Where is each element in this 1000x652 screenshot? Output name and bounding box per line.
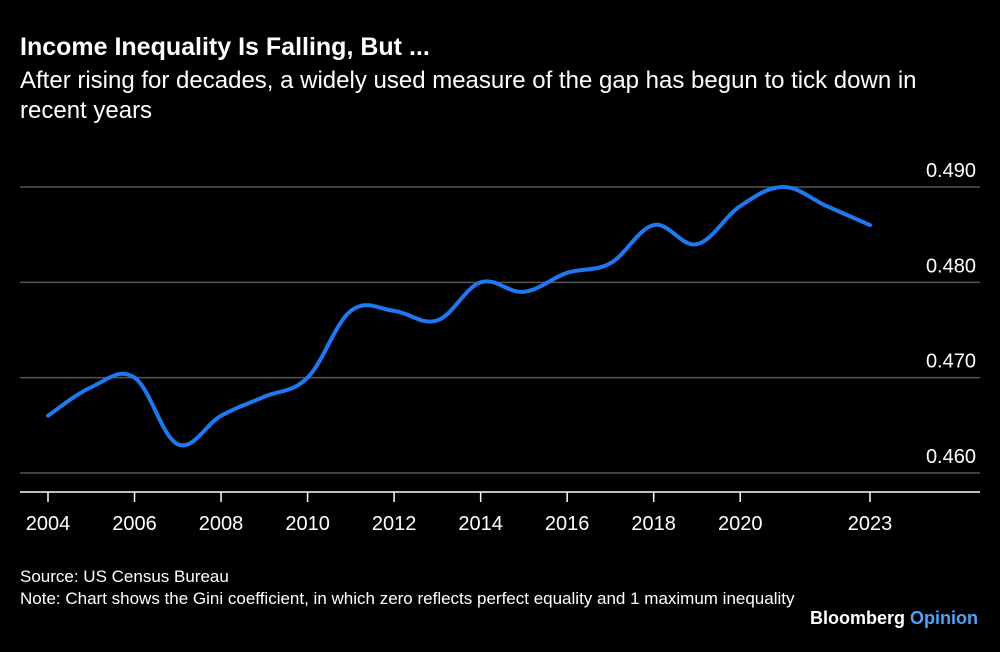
chart-subtitle: After rising for decades, a widely used … xyxy=(20,67,917,124)
brand-logo: Bloomberg Opinion xyxy=(810,608,978,629)
brand-name: Bloomberg xyxy=(809,608,905,628)
y-tick-label: 0.460 xyxy=(926,446,976,468)
x-tick-label: 2018 xyxy=(631,513,676,535)
x-tick-label: 2020 xyxy=(718,513,763,535)
source-note: Source: US Census Bureau xyxy=(20,567,229,586)
y-tick-label: 0.470 xyxy=(926,351,976,373)
x-tick-label: 2012 xyxy=(372,513,417,535)
x-tick-label: 2008 xyxy=(199,513,244,535)
x-tick-label: 2010 xyxy=(285,513,330,535)
y-tick-label: 0.490 xyxy=(926,160,976,182)
gini-series-line xyxy=(46,185,872,448)
y-tick-label: 0.480 xyxy=(926,255,976,277)
chart-footer: Source: US Census Bureau Note: Chart sho… xyxy=(20,566,800,610)
x-tick-label: 2006 xyxy=(112,513,157,535)
x-tick-label: 2016 xyxy=(545,513,590,535)
methodology-note: Note: Chart shows the Gini coefficient, … xyxy=(20,589,795,608)
brand-section: Opinion xyxy=(910,608,978,628)
x-tick-label: 2023 xyxy=(848,513,893,535)
chart-title: Income Inequality Is Falling, But ... xyxy=(20,33,430,61)
x-tick-label: 2014 xyxy=(458,513,503,535)
x-tick-label: 2004 xyxy=(26,513,71,535)
